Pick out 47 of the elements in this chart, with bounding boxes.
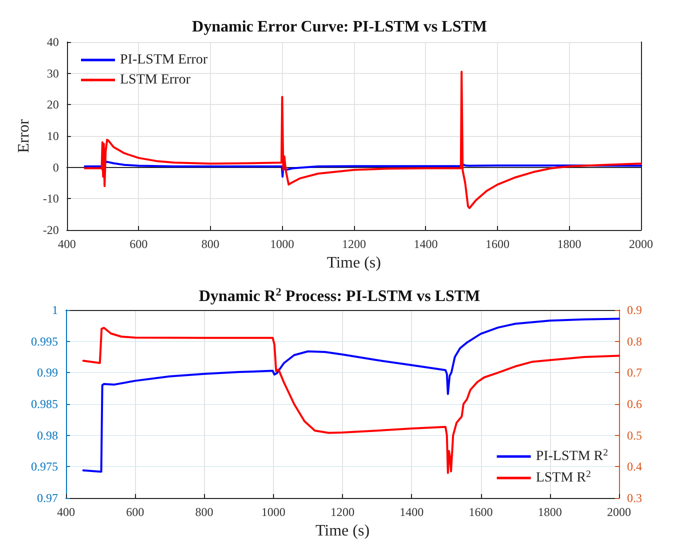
x-tick-label: 800 — [195, 505, 214, 519]
x-tick-label: 400 — [57, 505, 75, 519]
y-tick-label: 0.995 — [31, 334, 58, 348]
x-tick-label: 600 — [130, 237, 148, 251]
y-tick-label: 40 — [46, 35, 59, 49]
y2-tick-label: 0.5 — [627, 428, 642, 442]
y2-tick-label: 0.6 — [627, 397, 642, 411]
x-tick-label: 1800 — [557, 237, 582, 251]
x-tick-label: 1200 — [330, 505, 354, 519]
y-tick-label: 0.97 — [37, 491, 58, 505]
x-tick-label: 1000 — [261, 505, 286, 519]
y-tick-label: 0 — [52, 160, 59, 174]
y2-tick-label: 0.8 — [627, 334, 642, 348]
y-tick-label: -10 — [42, 192, 59, 206]
x-tick-label: 1000 — [270, 237, 294, 251]
y2-tick-label: 0.4 — [627, 460, 642, 474]
line-series — [84, 160, 642, 178]
x-tick-label: 1400 — [414, 237, 438, 251]
x-tick-label: 1600 — [485, 237, 510, 251]
x-tick-label: 1600 — [468, 505, 493, 519]
x-tick-label: 800 — [201, 237, 220, 251]
y2-tick-label: 0.9 — [627, 303, 642, 317]
y-tick-label: -20 — [42, 223, 59, 237]
legend-label: PI-LSTM Error — [120, 52, 208, 68]
x-tick-label: 1400 — [400, 505, 424, 519]
x-axis-title: Time (s) — [326, 254, 381, 272]
legend-label: LSTM Error — [120, 72, 191, 88]
x-axis-title: Time (s) — [315, 522, 370, 540]
y-tick-label: 0.99 — [37, 366, 58, 380]
y-tick-label: 10 — [46, 129, 59, 143]
x-tick-label: 1800 — [538, 505, 562, 519]
x-tick-label: 400 — [58, 237, 76, 251]
y-tick-label: 0.985 — [31, 397, 58, 411]
y-axis-title: Error — [16, 118, 32, 153]
y-tick-label: 30 — [46, 66, 59, 80]
y-tick-label: 0.98 — [37, 428, 58, 442]
y-tick-label: 0.975 — [31, 460, 58, 474]
chart-title: Dynamic Error Curve: PI-LSTM vs LSTM — [192, 18, 487, 36]
x-tick-label: 600 — [126, 505, 144, 519]
y2-tick-label: 0.7 — [627, 366, 642, 380]
y-tick-label: 20 — [46, 98, 59, 112]
y2-tick-label: 0.3 — [627, 491, 642, 505]
x-tick-label: 2000 — [607, 505, 631, 519]
x-tick-label: 2000 — [629, 237, 653, 251]
x-tick-label: 1200 — [342, 237, 366, 251]
line-series — [84, 70, 642, 210]
y-tick-label: 1 — [52, 303, 58, 317]
